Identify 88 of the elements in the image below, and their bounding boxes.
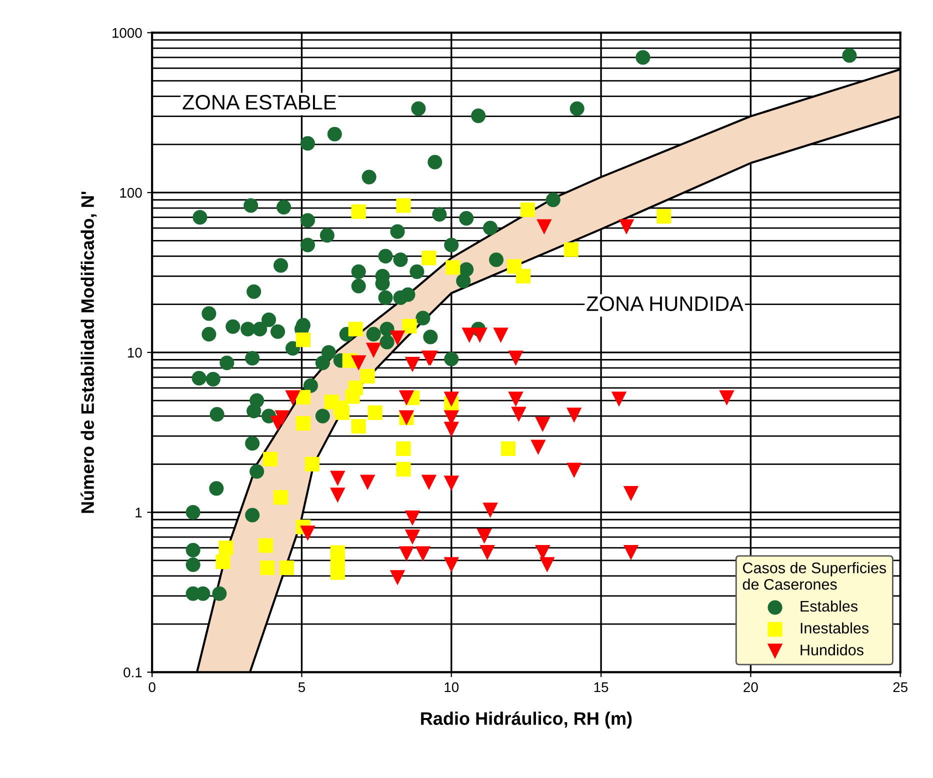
point xyxy=(216,554,230,570)
point xyxy=(415,546,431,562)
legend-title: Casos de Superficies de Caserones xyxy=(742,562,886,590)
point xyxy=(296,416,311,431)
point xyxy=(330,488,346,503)
point xyxy=(444,392,459,407)
point xyxy=(351,419,366,434)
legend-label: Estables xyxy=(800,600,858,612)
point xyxy=(330,565,345,580)
point xyxy=(398,390,414,406)
point xyxy=(396,198,411,213)
point xyxy=(300,526,316,541)
point xyxy=(566,462,582,478)
point xyxy=(566,408,582,423)
point xyxy=(396,462,411,477)
point xyxy=(511,406,526,422)
point xyxy=(390,330,406,346)
point xyxy=(390,570,406,586)
point xyxy=(404,529,420,545)
point xyxy=(623,544,639,560)
point xyxy=(623,486,639,502)
point xyxy=(296,332,311,348)
point xyxy=(366,342,382,358)
point xyxy=(535,416,550,432)
annotation: ZONA ESTABLE xyxy=(182,94,336,110)
point xyxy=(444,557,459,572)
point xyxy=(350,355,366,371)
annotation: ZONA HUNDIDA xyxy=(586,296,744,312)
point xyxy=(260,560,275,576)
point xyxy=(345,389,360,404)
point xyxy=(422,250,436,266)
point xyxy=(360,474,376,490)
point xyxy=(446,260,460,275)
point xyxy=(444,422,459,438)
point xyxy=(396,441,411,456)
point xyxy=(516,268,531,284)
point xyxy=(368,405,382,420)
point xyxy=(263,452,278,466)
point xyxy=(218,540,234,556)
point xyxy=(279,560,294,576)
point xyxy=(348,322,363,336)
point xyxy=(493,328,508,343)
point xyxy=(334,405,350,420)
x-tick-label: 25 xyxy=(893,682,908,692)
point xyxy=(285,390,300,406)
y-tick-label: 10 xyxy=(128,348,142,358)
point xyxy=(404,356,420,372)
point xyxy=(304,456,320,472)
point xyxy=(508,392,524,407)
point xyxy=(618,219,634,234)
point xyxy=(273,490,288,505)
legend-label: Inestables xyxy=(800,622,869,634)
point xyxy=(482,502,498,518)
point xyxy=(520,202,535,218)
point xyxy=(360,368,375,384)
legend-label: Hundidos xyxy=(800,644,864,656)
point xyxy=(330,470,346,486)
point xyxy=(258,538,274,553)
point xyxy=(480,544,495,560)
x-axis-title: Radio Hidráulico, RH (m) xyxy=(421,712,632,729)
point xyxy=(500,441,516,456)
point xyxy=(540,557,555,572)
x-tick-label: 0 xyxy=(148,682,156,692)
point xyxy=(351,204,366,219)
y-tick-label: 0.1 xyxy=(124,668,142,678)
y-tick-label: 1000 xyxy=(112,28,142,38)
point xyxy=(536,219,552,234)
point xyxy=(444,476,459,491)
point xyxy=(476,528,492,544)
point xyxy=(404,510,420,526)
point xyxy=(472,328,488,343)
point xyxy=(398,546,414,562)
point xyxy=(296,390,311,404)
y-tick-label: 100 xyxy=(120,188,142,198)
y-axis-title: Número de Estabilidad Modificado, N' xyxy=(80,192,97,513)
x-tick-label: 10 xyxy=(444,682,459,692)
point xyxy=(656,209,672,224)
x-tick-label: 5 xyxy=(298,682,306,692)
point xyxy=(402,318,417,334)
x-tick-label: 20 xyxy=(744,682,758,692)
point xyxy=(564,242,578,257)
point xyxy=(421,474,437,490)
y-tick-label: 1 xyxy=(136,508,142,518)
point xyxy=(611,392,627,407)
point xyxy=(530,440,546,455)
point xyxy=(719,390,734,406)
point xyxy=(508,350,524,366)
x-tick-label: 15 xyxy=(594,682,608,692)
